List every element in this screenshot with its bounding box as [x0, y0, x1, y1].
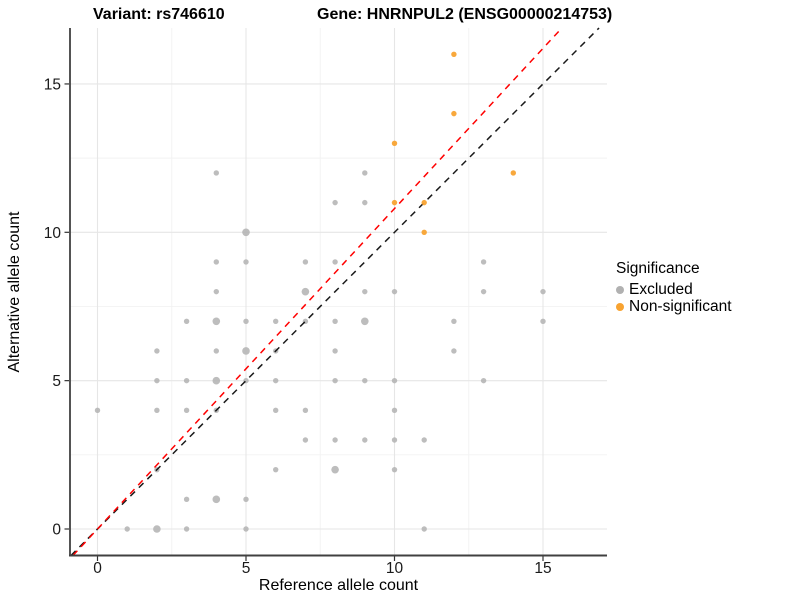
data-point-excluded [332, 377, 338, 384]
data-point-excluded [361, 317, 369, 326]
data-point-excluded [183, 407, 190, 414]
data-point-excluded [301, 287, 310, 296]
data-point-excluded [362, 377, 368, 384]
legend: Significance Excluded Non-significant [616, 260, 732, 315]
data-point-excluded [332, 199, 338, 206]
data-point-excluded [94, 407, 101, 414]
data-point-excluded [451, 348, 457, 354]
data-point-excluded [154, 407, 160, 414]
data-point-excluded [480, 288, 487, 295]
legend-item-excluded: Excluded [616, 281, 732, 298]
x-tick-label: 5 [242, 560, 251, 577]
data-point-excluded [480, 259, 487, 265]
data-point-non-significant [391, 199, 398, 206]
data-point-excluded [302, 437, 309, 443]
data-point-excluded [154, 348, 160, 354]
data-point-excluded [421, 526, 427, 532]
data-point-excluded [243, 496, 249, 503]
data-point-excluded [391, 288, 398, 295]
data-point-excluded [212, 317, 221, 326]
data-point-excluded [213, 170, 219, 176]
data-point-excluded [242, 347, 250, 355]
data-point-excluded [391, 377, 398, 384]
legend-item-label: Non-significant [629, 298, 732, 315]
y-tick-label: 10 [44, 225, 62, 242]
data-point-excluded [183, 377, 190, 384]
y-tick-label: 0 [52, 522, 61, 539]
x-tick-label: 0 [93, 560, 102, 577]
data-point-excluded [451, 318, 457, 325]
y-tick-label: 5 [52, 373, 61, 390]
variant-title: Variant: rs746610 [93, 6, 225, 23]
data-point-excluded [332, 259, 338, 265]
data-point-excluded [243, 318, 249, 325]
data-point-excluded [302, 407, 309, 414]
data-point-excluded [480, 377, 487, 384]
data-point-excluded [332, 437, 338, 443]
data-point-excluded [183, 318, 190, 325]
data-point-excluded [183, 496, 190, 503]
x-tick-label: 10 [386, 560, 404, 577]
legend-item-non-significant: Non-significant [616, 298, 732, 315]
data-point-excluded [362, 199, 368, 206]
data-point-non-significant [451, 110, 457, 117]
data-point-excluded [332, 318, 338, 325]
data-point-excluded [391, 407, 398, 414]
y-axis-title: Alternative allele count [6, 211, 23, 373]
data-point-excluded [243, 526, 249, 532]
data-point-non-significant [391, 140, 398, 146]
data-point-excluded [212, 376, 221, 385]
fit-line [72, 27, 563, 557]
data-point-non-significant [451, 51, 457, 57]
data-point-excluded [183, 526, 190, 532]
legend-title: Significance [616, 260, 700, 277]
data-point-excluded [273, 377, 279, 384]
data-point-excluded [153, 525, 161, 533]
data-point-non-significant [421, 199, 427, 206]
data-point-non-significant [510, 170, 516, 176]
data-point-excluded [213, 348, 219, 354]
data-point-excluded [273, 407, 279, 414]
data-point-excluded [243, 259, 249, 265]
data-point-excluded [362, 288, 368, 295]
data-point-excluded [212, 495, 221, 504]
data-point-excluded [213, 288, 219, 295]
data-point-excluded [540, 288, 546, 295]
data-point-excluded [124, 526, 130, 532]
y-tick-label: 15 [44, 76, 61, 93]
data-point-excluded [273, 466, 279, 473]
data-point-excluded [362, 170, 368, 176]
data-point-excluded [331, 465, 339, 474]
excluded-dot-icon [616, 285, 624, 294]
legend-item-label: Excluded [629, 281, 693, 298]
data-point-excluded [213, 259, 219, 265]
data-point-non-significant [421, 229, 427, 235]
x-axis-title: Reference allele count [258, 577, 419, 594]
data-point-excluded [362, 437, 368, 443]
data-point-excluded [273, 318, 279, 325]
data-point-excluded [540, 318, 546, 325]
data-point-excluded [332, 348, 338, 354]
identity-line [70, 27, 600, 557]
data-point-excluded [154, 377, 160, 384]
data-point-excluded [391, 466, 398, 473]
data-point-excluded [421, 437, 427, 443]
data-point-excluded [391, 437, 398, 443]
non-significant-dot-icon [616, 302, 624, 311]
x-tick-label: 15 [534, 560, 551, 577]
gene-title: Gene: HNRNPUL2 (ENSG00000214753) [317, 6, 613, 23]
data-point-excluded [302, 259, 309, 265]
data-point-excluded [242, 228, 250, 237]
